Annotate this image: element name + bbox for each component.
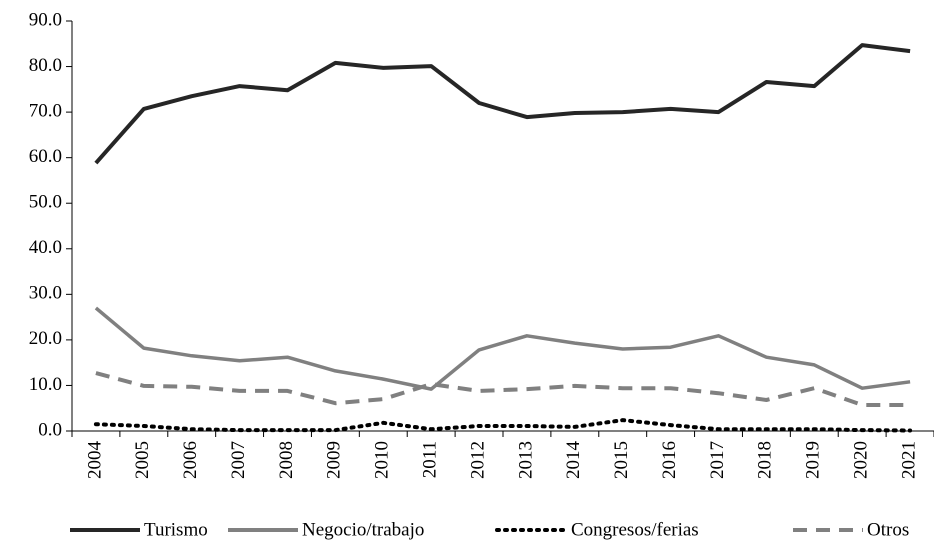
x-tick-label: 2008: [276, 441, 297, 479]
x-tick-label: 2005: [132, 441, 153, 479]
x-tick-label: 2006: [180, 441, 201, 479]
x-tick-label: 2011: [420, 441, 441, 478]
x-tick-label: 2020: [851, 441, 872, 479]
x-tick-label: 2010: [372, 441, 393, 479]
x-tick-label: 2007: [228, 441, 249, 479]
legend-label: Congresos/ferias: [571, 519, 699, 540]
legend-label: Negocio/trabajo: [302, 519, 424, 540]
y-tick-label: 10.0: [29, 374, 62, 395]
series-line: [93, 418, 913, 433]
x-tick-label: 2014: [563, 441, 584, 480]
y-tick-label: 20.0: [29, 328, 62, 349]
y-tick-label: 60.0: [29, 146, 62, 167]
y-tick-label: 50.0: [29, 192, 62, 213]
y-tick-label: 70.0: [29, 100, 62, 121]
x-tick-label: 2018: [755, 441, 776, 479]
x-tick-label: 2009: [324, 441, 345, 479]
x-tick-label: 2013: [515, 441, 536, 479]
x-tick-label: 2004: [84, 441, 105, 480]
series-line: [94, 43, 911, 165]
legend: Turismo Negocio/trabajo Congresos/ferias Ot…: [70, 519, 909, 540]
x-tick-label: 2021: [898, 441, 919, 479]
x-tick-label: 2015: [611, 441, 632, 479]
x-tick-label: 2017: [707, 441, 728, 479]
x-tick-label: 2012: [467, 441, 488, 479]
y-tick-label: 40.0: [29, 237, 62, 258]
y-tick-label: 90.0: [29, 9, 62, 30]
legend-label: Otros: [867, 519, 909, 540]
y-tick-label: 0.0: [38, 419, 62, 440]
y-tick-label: 30.0: [29, 283, 62, 304]
x-tick-label: 2016: [659, 441, 680, 479]
series-line: [94, 306, 911, 391]
x-tick-label: 2019: [803, 441, 824, 479]
legend-label: Turismo: [144, 519, 208, 540]
series-line: [95, 371, 911, 407]
y-tick-label: 80.0: [29, 55, 62, 76]
